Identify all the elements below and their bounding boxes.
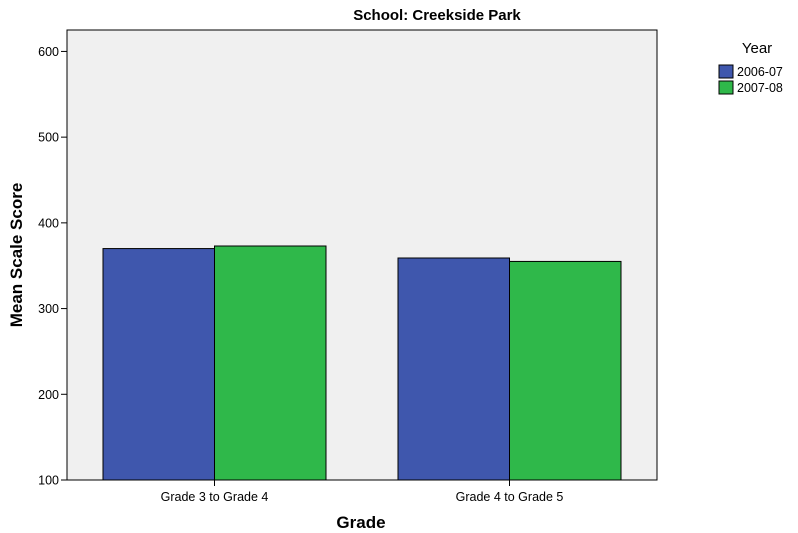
y-tick-label: 400 bbox=[38, 216, 59, 230]
x-tick-label: Grade 4 to Grade 5 bbox=[456, 490, 564, 504]
x-axis: Grade 3 to Grade 4 Grade 4 to Grade 5 bbox=[161, 480, 564, 504]
legend-swatch bbox=[718, 80, 734, 95]
bar-2006-07-grade-3-to-grade-4 bbox=[102, 248, 215, 481]
y-tick-label: 300 bbox=[38, 302, 59, 316]
legend-label: 2007-08 bbox=[737, 81, 783, 95]
y-axis: 100 200 300 400 500 600 bbox=[38, 45, 67, 488]
bar-2007-08-grade-4-to-grade-5 bbox=[509, 260, 622, 481]
x-tick-label: Grade 3 to Grade 4 bbox=[161, 490, 269, 504]
bar-2007-08-grade-3-to-grade-4 bbox=[214, 245, 327, 481]
chart-title: School: Creekside Park bbox=[353, 7, 521, 24]
bar-2006-07-grade-4-to-grade-5 bbox=[397, 257, 510, 481]
x-axis-label: Grade bbox=[336, 513, 385, 532]
legend-label: 2006-07 bbox=[737, 65, 783, 79]
legend-title: Year bbox=[742, 40, 772, 57]
y-tick-label: 200 bbox=[38, 388, 59, 402]
y-axis-label: Mean Scale Score bbox=[7, 183, 26, 328]
y-tick-label: 500 bbox=[38, 131, 59, 145]
legend: Year 2006-07 2007-08 bbox=[718, 40, 783, 95]
bars bbox=[102, 245, 622, 481]
y-tick-label: 100 bbox=[38, 474, 59, 488]
y-tick-label: 600 bbox=[38, 45, 59, 59]
legend-swatch bbox=[718, 64, 734, 79]
